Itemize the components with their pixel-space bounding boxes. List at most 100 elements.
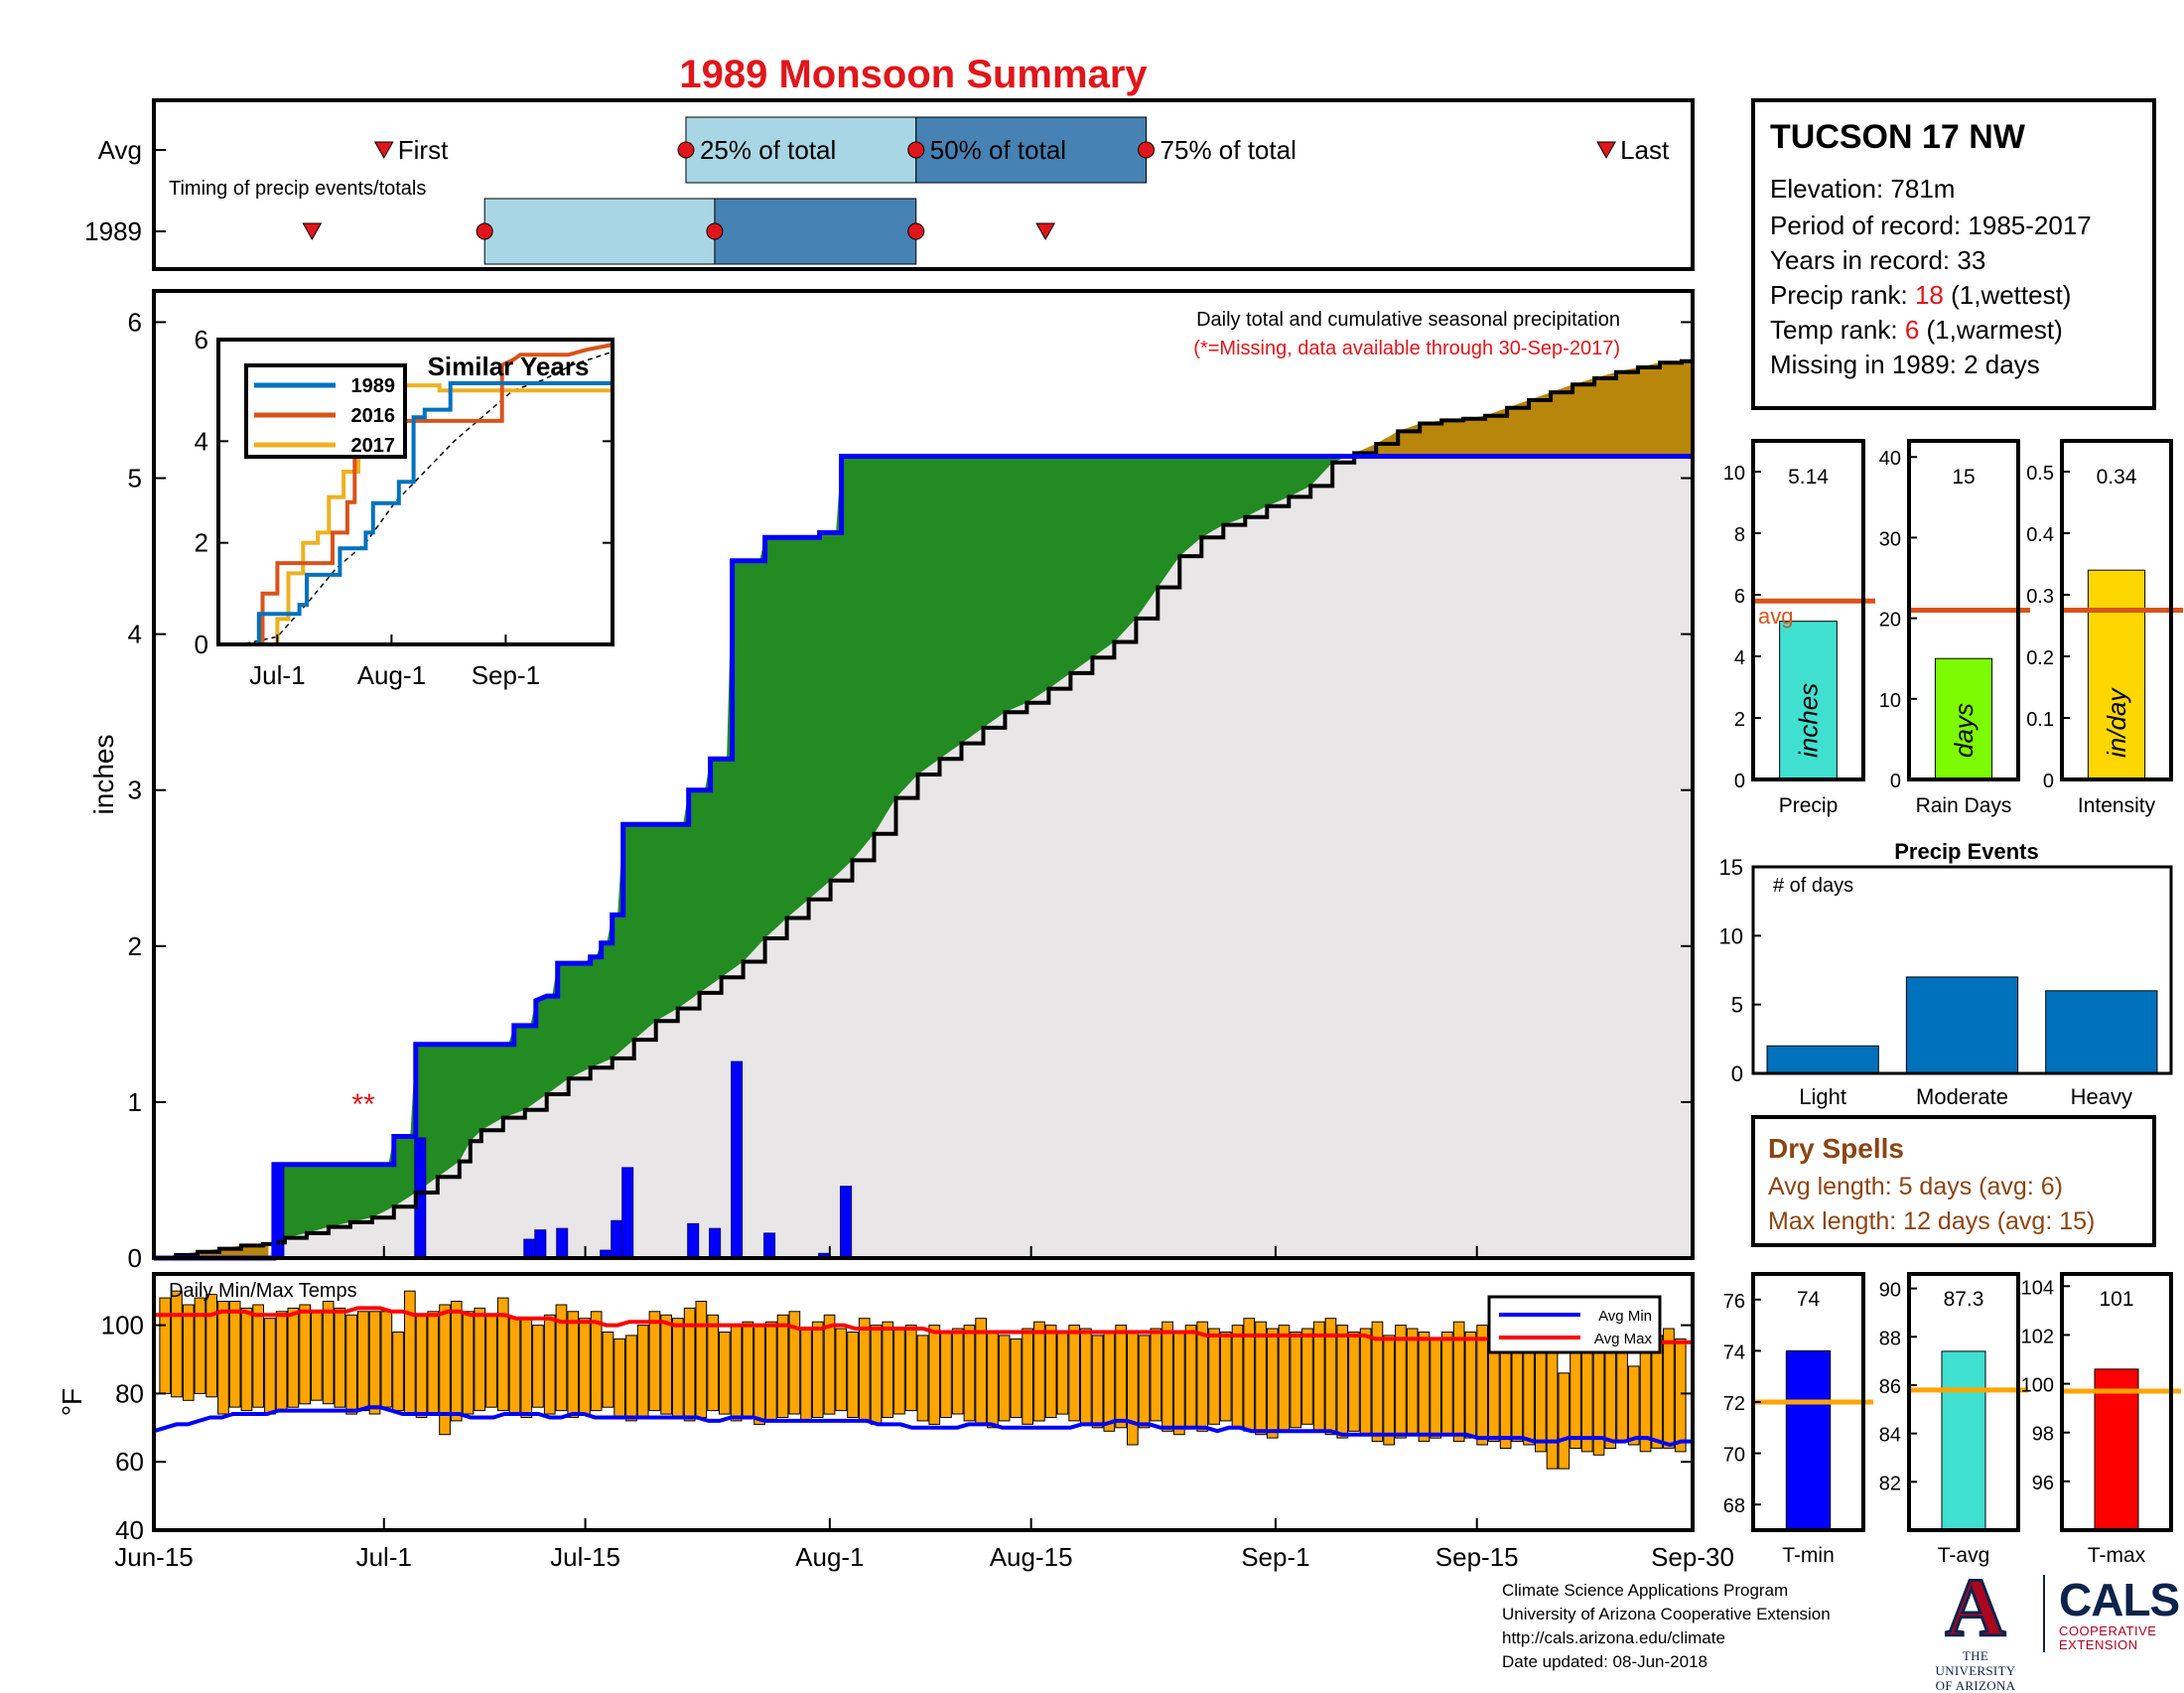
daily-temp-bar-66	[928, 1325, 941, 1425]
total-ytick-label-2-0: 0	[2043, 771, 2054, 792]
inset-legend-label-1: 2016	[351, 405, 396, 427]
stemp-ytick-label-2-4: 104	[2021, 1277, 2054, 1299]
precip-rank-suffix: (1,wettest)	[1944, 280, 2072, 310]
station-temp-rank: Temp rank: 6 (1,warmest)	[1770, 315, 2063, 345]
stemp-panel-frame-2	[2060, 1272, 2173, 1532]
daily-temp-bar-100	[1324, 1318, 1337, 1436]
cumulative-1989-line	[154, 454, 1693, 1261]
daily-precip-bar-7	[621, 1167, 634, 1259]
daily-temp-bar-61	[870, 1325, 883, 1425]
timing-1989-p75-marker	[907, 222, 925, 240]
timing-1989-box-25-50	[483, 198, 716, 265]
stemp-panel-label-2: T-max	[2088, 1544, 2146, 1567]
daily-temp-bar-1	[171, 1290, 183, 1398]
inset-xtick-label-2: Sep-1	[472, 660, 540, 690]
daily-temp-bar-57	[823, 1314, 836, 1415]
timing-row-label-0: Avg	[98, 135, 142, 165]
total-ytick-label-1-4: 40	[1879, 448, 1901, 470]
daily-temp-bar-85	[1150, 1328, 1162, 1422]
daily-temp-bar-107	[1406, 1328, 1419, 1436]
events-ytick-label-0: 0	[1731, 1061, 1743, 1086]
daily-temp-bar-28	[485, 1314, 497, 1408]
precip-rank-prefix: Precip rank:	[1770, 280, 1915, 310]
daily-temp-bar-58	[835, 1328, 848, 1412]
season-totals-panels: inches 0 2 4 6 8 10 5.14 Precip days 0 10 20 30 40 15 Ra…	[1723, 439, 2183, 817]
precip-annotation-note: (*=Missing, data available through 30-Se…	[1193, 338, 1620, 359]
avg-min-line	[153, 1405, 1693, 1448]
xtick-label-6: Sep-15	[1435, 1542, 1519, 1572]
total-panel-frame-0	[1751, 439, 1865, 781]
daily-temp-bar-90	[1208, 1328, 1220, 1425]
dry-spells-box: Dry Spells Avg length: 5 days (avg: 6) M…	[1751, 1115, 2156, 1247]
footer-url[interactable]: http://cals.arizona.edu/climate	[1502, 1628, 1725, 1647]
stemp-ytick-label-1-2: 86	[1879, 1376, 1901, 1398]
daily-temp-bar-102	[1348, 1332, 1360, 1432]
daily-temp-bar-79	[1080, 1328, 1092, 1425]
temp-rank-prefix: Temp rank:	[1770, 315, 1905, 345]
daily-temp-bar-27	[474, 1307, 486, 1412]
stemp-ytick-label-1-1: 84	[1879, 1425, 1901, 1447]
stemp-panel-label-0: T-min	[1782, 1544, 1835, 1567]
precip-events-panel: Light Moderate Heavy 0 5 10 15 Precip Events # o…	[1719, 839, 2173, 1109]
daily-temp-bar-23	[427, 1311, 440, 1415]
daily-precip-bar-2	[523, 1238, 536, 1259]
timing-note: Timing of precip events/totals	[169, 178, 426, 200]
block-a-icon: A	[1944, 1562, 2007, 1654]
daily-temp-bar-88	[1184, 1325, 1197, 1429]
daily-temp-bar-10	[275, 1311, 288, 1412]
daily-temp-bar-32	[532, 1325, 544, 1408]
precip-ytick-label-1: 1	[128, 1087, 142, 1117]
timing-avg-first-marker	[373, 141, 394, 160]
stemp-ytick-label-0-2: 72	[1723, 1393, 1745, 1415]
daily-temp-bar-14	[322, 1301, 335, 1405]
inset-axes-frame	[216, 338, 614, 646]
legend-avg-max-label: Avg Max	[1594, 1331, 1653, 1347]
events-axes-frame	[1751, 865, 2173, 1075]
daily-temp-bar-59	[847, 1332, 859, 1418]
timing-1989-p50-marker	[706, 222, 724, 240]
station-name: TUCSON 17 NW	[1770, 118, 2026, 156]
timing-label-last: Last	[1620, 135, 1670, 165]
inset-avg-line	[217, 351, 614, 645]
daily-precip-bar-4	[556, 1227, 569, 1259]
uofa-line1: THE UNIVERSITY	[1935, 1648, 2016, 1678]
total-bar-unit-2: in/day	[2102, 687, 2131, 758]
daily-temp-bar-53	[776, 1314, 789, 1419]
events-ylabel: # of days	[1773, 875, 1853, 897]
daily-temp-bar-113	[1476, 1325, 1489, 1446]
daily-temp-bar-71	[987, 1332, 999, 1429]
daily-temp-bar-40	[625, 1335, 637, 1422]
daily-temp-bar-60	[858, 1318, 871, 1422]
daily-temp-bar-33	[543, 1314, 556, 1415]
precip-ylabel: inches	[88, 735, 119, 815]
timing-row-label-1: 1989	[84, 216, 142, 246]
daily-temp-bar-89	[1196, 1321, 1209, 1432]
daily-precip-bar-6	[611, 1219, 623, 1259]
daily-precip-bar-3	[534, 1229, 547, 1259]
inset-ytick-label-1: 2	[195, 528, 208, 558]
stemp-value-label-2: 101	[2099, 1288, 2133, 1311]
daily-temp-bar-55	[800, 1328, 812, 1422]
event-category-1: Moderate	[1916, 1084, 2008, 1109]
stemp-ytick-label-0-3: 74	[1723, 1341, 1745, 1363]
temps-panel: 40 60 80 100 °F Daily Min/Max Temps Avg Min Avg…	[57, 1272, 1734, 1572]
daily-temp-bar-2	[182, 1304, 195, 1401]
daily-temp-bar-78	[1068, 1325, 1081, 1422]
daily-temp-bar-70	[975, 1318, 987, 1425]
daily-temp-bar-72	[998, 1335, 1011, 1422]
precip-avg-label: avg	[1758, 604, 1793, 629]
inset-ytick-label-3: 6	[195, 325, 208, 354]
daily-temp-bar-35	[567, 1311, 580, 1418]
footer-program: Climate Science Applications Program	[1502, 1581, 1789, 1600]
timing-avg-p25-marker	[677, 141, 695, 159]
stemp-ytick-label-1-4: 90	[1879, 1280, 1901, 1302]
missing-data-marker: **	[351, 1088, 375, 1121]
stemp-bar-0	[1785, 1349, 1832, 1531]
events-title: Precip Events	[1894, 839, 2039, 864]
inset-ytick-label-2: 4	[195, 426, 208, 456]
daily-temp-bar-94	[1255, 1321, 1267, 1436]
inset-title: Similar Years	[428, 352, 590, 381]
daily-temp-bar-101	[1336, 1325, 1349, 1439]
xtick-label-5: Sep-1	[1241, 1542, 1309, 1572]
daily-temp-bar-82	[1115, 1325, 1128, 1429]
